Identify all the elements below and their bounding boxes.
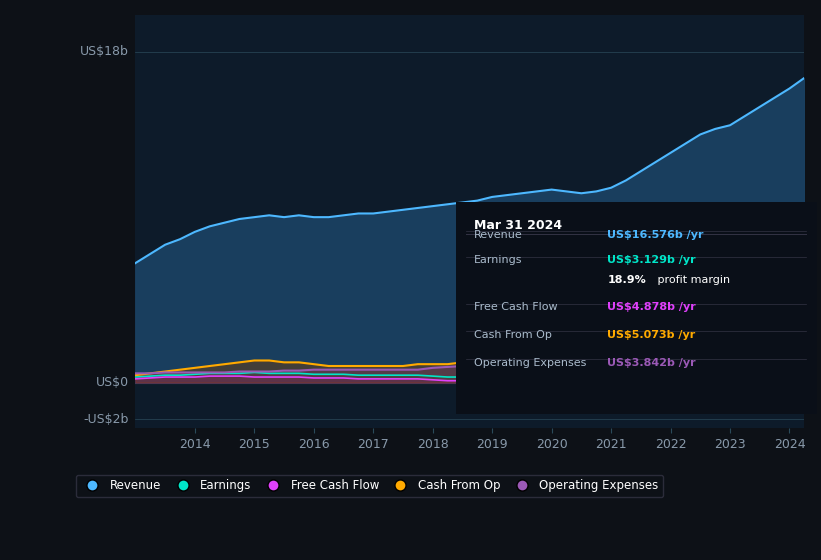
Text: Operating Expenses: Operating Expenses — [474, 358, 586, 367]
Text: US$4.878b /yr: US$4.878b /yr — [608, 302, 696, 312]
Text: US$3.129b /yr: US$3.129b /yr — [608, 255, 696, 265]
Text: -US$2b: -US$2b — [84, 413, 129, 426]
Text: Cash From Op: Cash From Op — [474, 330, 552, 340]
Text: US$0: US$0 — [95, 376, 129, 389]
Text: US$3.842b /yr: US$3.842b /yr — [608, 358, 696, 367]
Text: 18.9%: 18.9% — [608, 274, 646, 284]
Text: Earnings: Earnings — [474, 255, 522, 265]
Text: Revenue: Revenue — [474, 230, 522, 240]
Text: US$16.576b /yr: US$16.576b /yr — [608, 230, 704, 240]
Text: US$18b: US$18b — [80, 45, 129, 58]
Text: US$5.073b /yr: US$5.073b /yr — [608, 330, 695, 340]
Text: Mar 31 2024: Mar 31 2024 — [474, 218, 562, 232]
Text: Free Cash Flow: Free Cash Flow — [474, 302, 557, 312]
Legend: Revenue, Earnings, Free Cash Flow, Cash From Op, Operating Expenses: Revenue, Earnings, Free Cash Flow, Cash … — [76, 474, 663, 497]
Text: profit margin: profit margin — [654, 274, 731, 284]
